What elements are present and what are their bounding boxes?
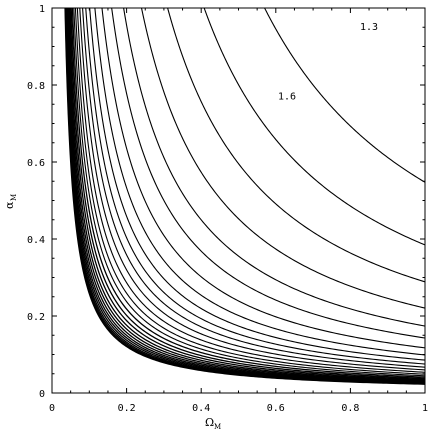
x-tick-label: 0.2 [118,403,136,414]
x-tick-label: 0.4 [192,403,210,414]
contour-label-bg [274,90,299,102]
contour-line [67,8,425,382]
x-tick-labels: 0 0.2 0.4 0.6 0.8 1 [49,403,428,414]
contour-line [123,8,425,327]
y-tick-label: 0.2 [27,312,45,323]
x-tick-label: 1 [422,403,428,414]
y-axis-label-subscript: M [10,194,18,201]
contour-line [79,8,425,371]
contour-line [203,8,425,246]
x-tick-label: 0.8 [341,403,359,414]
y-tick-labels: 0 0.2 0.4 0.6 0.8 1 [27,4,45,400]
contour-label: 1.3 [360,22,378,33]
x-axis-label-main: Ω [205,416,214,429]
axis-ticks [51,7,426,394]
contour-line [69,8,425,380]
contour-line [85,8,425,365]
contour-line [68,8,425,381]
contour-line [111,8,425,339]
y-tick-label: 1 [39,4,45,15]
contour-line [76,8,425,373]
contour-labels: 1.3 1.6 [274,21,382,102]
contour-line [70,8,425,380]
x-tick-label: 0.6 [267,403,285,414]
y-axis-label-main: α [3,201,16,209]
contour-label: 1.6 [278,91,296,102]
contour-label-bg [357,21,382,33]
contour-line [71,8,425,378]
y-axis-label: α M [3,194,18,209]
contour-line [73,8,425,377]
contour-line [264,8,425,183]
contour-lines [64,8,425,385]
y-tick-label: 0 [39,389,45,400]
x-axis-label-subscript: M [214,423,221,431]
y-tick-label: 0.6 [27,158,45,169]
contour-line [74,8,425,375]
contour-line [64,8,425,385]
x-axis-label: Ω M [205,416,221,431]
contour-line [94,8,425,356]
x-tick-label: 0 [49,403,55,414]
contour-line [67,8,425,383]
contour-line [167,8,425,283]
contour-line [82,8,425,368]
contour-line [140,8,425,309]
contour-line [101,8,425,349]
y-tick-label: 0.8 [27,81,45,92]
plot-frame [51,7,426,394]
contour-line [89,8,425,361]
contour-line [66,8,425,383]
y-tick-label: 0.4 [27,235,45,246]
